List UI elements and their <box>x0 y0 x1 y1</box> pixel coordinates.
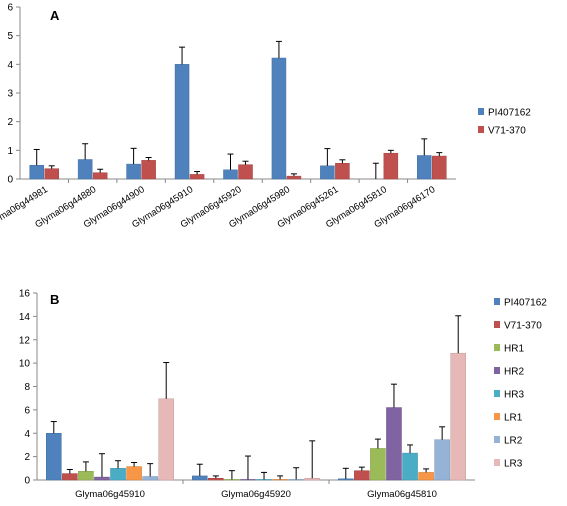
legend-swatch <box>478 126 484 133</box>
legend-swatch <box>494 436 500 443</box>
bar-lr2 <box>434 439 450 481</box>
bar-v71-370 <box>62 473 78 481</box>
bar-hr2 <box>94 476 110 481</box>
bar-hr1 <box>78 470 94 481</box>
panel-b-category-labels: Glyma06g45910 Glyma06g45920 Glyma06g45810 <box>75 489 437 500</box>
legend-label: LR3 <box>504 459 523 470</box>
legend-label: LR2 <box>504 436 523 447</box>
bar-v71-370 <box>286 175 302 180</box>
bar-v71-370 <box>335 162 350 180</box>
legend-swatch <box>494 298 500 305</box>
bar-v71-370 <box>208 477 224 481</box>
bar-lr2 <box>288 479 304 481</box>
bar-lr2 <box>142 476 158 481</box>
panel-b-axes: 0 2 4 6 8 10 12 14 16 <box>19 289 475 487</box>
bar-pi407162 <box>271 57 287 180</box>
panel-b-label: B <box>50 292 59 307</box>
bar-hr1 <box>370 448 386 481</box>
y-tick-label: 10 <box>19 359 31 370</box>
legend-swatch <box>494 367 500 374</box>
bar-hr1 <box>224 479 240 481</box>
y-tick-label: 5 <box>7 31 13 42</box>
bar-hr2 <box>240 479 256 481</box>
y-tick-label: 6 <box>7 3 13 14</box>
bar-hr3 <box>402 452 418 481</box>
y-tick-label: 4 <box>7 60 13 71</box>
bar-hr3 <box>110 468 126 481</box>
panel-a-category-labels: Glyma06g44981Glyma06g44880Glyma06g44900G… <box>0 184 437 230</box>
y-tick-label: 16 <box>19 289 31 300</box>
bar-v71-370 <box>141 160 156 180</box>
bar-lr3 <box>450 352 466 481</box>
bar-pi407162 <box>174 64 190 180</box>
legend-swatch <box>494 321 500 328</box>
panel-a-legend: PI407162 V71-370 <box>478 108 531 137</box>
legend-swatch <box>494 344 500 351</box>
panel-a-label: A <box>50 8 60 23</box>
panel-a: A 0 1 2 3 4 5 6 Glyma06g44981Glyma06g44880Glym… <box>0 3 531 231</box>
bar-v71-370 <box>238 164 253 180</box>
y-tick-label: 4 <box>24 429 30 440</box>
x-category-label: Glyma06g45920 <box>221 489 291 500</box>
legend-label: HR2 <box>504 367 524 378</box>
bar-v71-370 <box>92 172 108 180</box>
legend-swatch <box>478 108 484 115</box>
legend-label: V71-370 <box>504 321 542 332</box>
bar-v71-370 <box>189 174 205 180</box>
bar-hr3 <box>256 479 272 481</box>
bar-pi407162 <box>126 163 141 180</box>
legend-swatch <box>494 413 500 420</box>
y-tick-label: 1 <box>7 146 13 157</box>
y-tick-label: 0 <box>24 476 30 487</box>
bar-pi407162 <box>192 475 208 481</box>
legend-label: LR1 <box>504 413 523 424</box>
y-tick-label: 6 <box>24 405 30 416</box>
y-tick-label: 2 <box>24 452 30 463</box>
legend-label: HR3 <box>504 390 524 401</box>
bar-hr2 <box>386 407 402 481</box>
y-tick-label: 14 <box>19 312 31 323</box>
panel-a-bars <box>29 40 447 180</box>
x-category-label: Glyma06g45810 <box>367 489 437 500</box>
legend-label: PI407162 <box>504 298 547 309</box>
y-tick-label: 3 <box>7 89 13 100</box>
bar-lr1 <box>418 472 434 481</box>
bar-v71-370 <box>44 168 59 180</box>
bar-v71-370 <box>383 152 399 180</box>
y-tick-label: 0 <box>7 175 13 186</box>
bar-lr1 <box>126 466 142 481</box>
bar-pi407162 <box>338 478 354 481</box>
bar-pi407162 <box>223 169 238 180</box>
legend-swatch <box>494 390 500 397</box>
legend-label: V71-370 <box>488 126 526 137</box>
bar-v71-370 <box>354 470 370 481</box>
y-tick-label: 2 <box>7 117 13 128</box>
x-category-label: Glyma06g45910 <box>75 489 145 500</box>
bar-lr3 <box>304 477 320 481</box>
bar-pi407162 <box>320 165 335 180</box>
bar-pi407162 <box>417 155 432 180</box>
y-tick-label: 12 <box>19 335 31 346</box>
legend-label: HR1 <box>504 344 524 355</box>
bar-pi407162 <box>29 164 44 180</box>
bar-lr1 <box>272 479 288 481</box>
legend-label: PI407162 <box>488 108 531 119</box>
panel-b-legend: PI407162 V71-370 HR1 HR2 HR3 LR1 LR2 LR3 <box>494 298 547 470</box>
legend-swatch <box>494 459 500 466</box>
bar-v71-370 <box>432 155 447 180</box>
panel-a-axes: 0 1 2 3 4 5 6 <box>7 3 456 186</box>
bar-lr3 <box>158 398 174 481</box>
panel-b-bars <box>46 315 466 481</box>
y-tick-label: 8 <box>24 382 30 393</box>
bar-pi407162 <box>46 433 62 481</box>
bar-pi407162 <box>77 159 93 180</box>
